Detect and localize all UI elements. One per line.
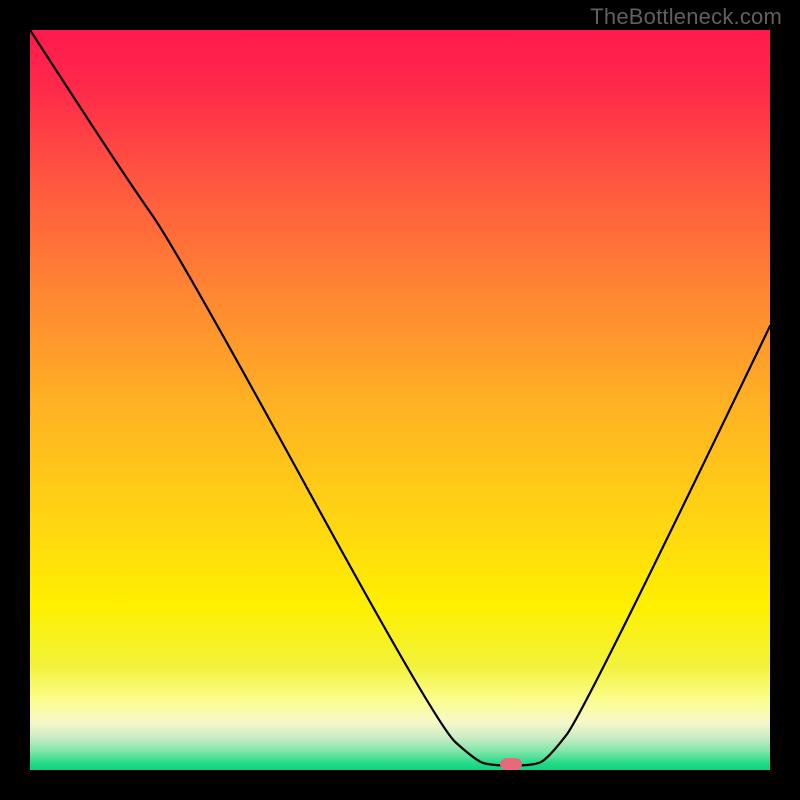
plot-background [30,30,770,770]
watermark-text: TheBottleneck.com [590,4,782,30]
optimum-marker [500,758,522,770]
bottleneck-chart [0,0,800,800]
chart-container: { "watermark": "TheBottleneck.com", "cha… [0,0,800,800]
